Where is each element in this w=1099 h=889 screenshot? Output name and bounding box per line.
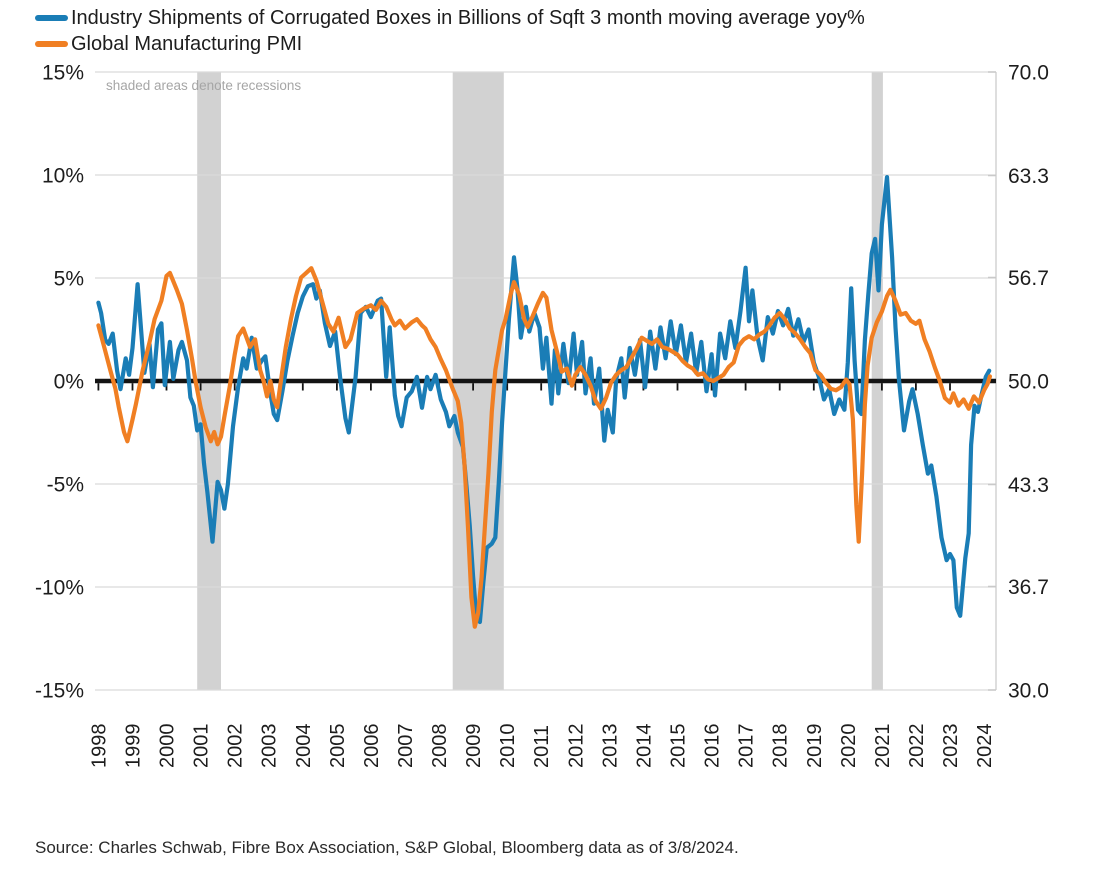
x-axis-label: 2002	[225, 724, 247, 769]
x-axis-label: 2016	[702, 724, 724, 769]
dual-axis-line-chart: 15% 10% 5% 0% -5% -10% -15% 70.0 63.3 56.7 50.0 43.…	[35, 62, 1049, 769]
x-axis-label: 2008	[429, 724, 451, 769]
y-axis-label-right: 36.7	[1008, 576, 1049, 599]
legend-item-global-pmi: Global Manufacturing PMI	[35, 31, 865, 57]
x-axis-label: 2007	[395, 724, 417, 769]
legend-swatch-box-shipments-icon	[35, 15, 68, 21]
x-axis-label: 2017	[736, 724, 758, 769]
y-axis-label-left: -10%	[35, 577, 84, 600]
y-axis-label-right: 63.3	[1008, 165, 1049, 188]
y-axis-label-right: 70.0	[1008, 62, 1049, 85]
x-axis-label: 2006	[361, 724, 383, 769]
recession-shading-note: shaded areas denote recessions	[106, 78, 302, 93]
x-axis-label: 2000	[157, 724, 179, 769]
legend-swatch-global-pmi-icon	[35, 41, 68, 47]
chart-legend: Industry Shipments of Corrugated Boxes i…	[35, 5, 865, 57]
x-axis-label: 1998	[88, 724, 110, 769]
x-axis-label: 2019	[804, 724, 826, 769]
y-axis-label-right: 56.7	[1008, 267, 1049, 290]
y-axis-label-right: 30.0	[1008, 680, 1049, 703]
x-axis-label: 2015	[668, 724, 690, 769]
x-axis-label: 2020	[838, 724, 860, 769]
x-axis-label: 2014	[633, 724, 655, 769]
x-axis-label: 2012	[565, 724, 587, 769]
x-axis-label: 2011	[531, 725, 553, 768]
legend-label-box-shipments: Industry Shipments of Corrugated Boxes i…	[71, 6, 865, 29]
x-axis-label: 2004	[293, 724, 315, 769]
x-axis-label: 2022	[906, 724, 928, 769]
x-axis-label: 2010	[497, 724, 519, 769]
series-line-box_shipments_yoy	[96, 175, 992, 625]
x-axis-label: 2023	[940, 724, 962, 769]
x-axis-label: 2013	[599, 724, 621, 769]
y-axis-label-left: 5%	[54, 268, 84, 291]
x-axis-label: 1999	[123, 724, 145, 769]
y-axis-label-right: 43.3	[1008, 474, 1049, 497]
y-axis-label-right: 50.0	[1008, 371, 1049, 394]
y-axis-label-left: 10%	[42, 165, 84, 188]
x-axis-label: 2021	[872, 724, 894, 769]
y-axis-label-left: -5%	[47, 474, 84, 497]
y-axis-label-left: 0%	[54, 371, 84, 394]
x-axis-label: 2009	[463, 724, 485, 769]
x-axis-label: 2005	[327, 724, 349, 769]
x-axis-label: 2003	[259, 724, 281, 769]
legend-item-box-shipments: Industry Shipments of Corrugated Boxes i…	[35, 5, 865, 31]
series-line-global_pmi	[96, 266, 993, 629]
source-note: Source: Charles Schwab, Fibre Box Associ…	[35, 838, 739, 857]
x-axis-label: 2024	[974, 724, 996, 769]
x-axis-label: 2018	[770, 724, 792, 769]
y-axis-label-left: -15%	[35, 680, 84, 703]
y-axis-label-left: 15%	[42, 62, 84, 85]
legend-label-global-pmi: Global Manufacturing PMI	[71, 32, 303, 55]
x-axis-label: 2001	[191, 724, 213, 769]
